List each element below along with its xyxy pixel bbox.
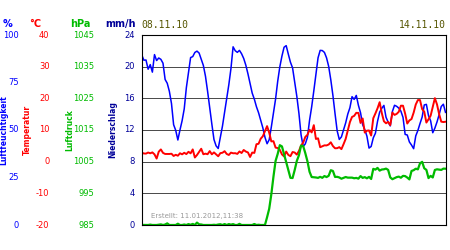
Text: %: % [2,19,12,29]
Text: 100: 100 [3,30,19,40]
Text: 0: 0 [130,220,135,230]
Text: 50: 50 [9,126,19,134]
Text: 24: 24 [125,30,135,40]
Text: 30: 30 [39,62,50,71]
Text: 10: 10 [39,126,50,134]
Text: 8: 8 [130,157,135,166]
Text: 1005: 1005 [73,157,94,166]
Text: Luftdruck: Luftdruck [65,109,74,151]
Text: -20: -20 [36,220,50,230]
Text: 08.11.10: 08.11.10 [142,20,189,30]
Text: 1015: 1015 [73,126,94,134]
Text: 995: 995 [79,189,94,198]
Text: Luftfeuchtigkeit: Luftfeuchtigkeit [0,95,8,165]
Text: 4: 4 [130,189,135,198]
Text: °C: °C [29,19,41,29]
Text: 12: 12 [125,126,135,134]
Text: 16: 16 [124,94,135,103]
Text: 14.11.10: 14.11.10 [399,20,446,30]
Text: 1045: 1045 [73,30,94,40]
Text: 75: 75 [8,78,19,87]
Text: 0: 0 [14,220,19,230]
Text: 25: 25 [9,173,19,182]
Text: mm/h: mm/h [106,19,136,29]
Text: 20: 20 [39,94,50,103]
Text: 20: 20 [125,62,135,71]
Text: hPa: hPa [70,19,90,29]
Text: 985: 985 [79,220,94,230]
Text: 1035: 1035 [73,62,94,71]
Text: Niederschlag: Niederschlag [108,102,117,158]
Text: 40: 40 [39,30,50,40]
Text: 1025: 1025 [73,94,94,103]
Text: 0: 0 [44,157,50,166]
Text: Erstellt: 11.01.2012,11:38: Erstellt: 11.01.2012,11:38 [151,213,243,219]
Text: -10: -10 [36,189,50,198]
Text: Temperatur: Temperatur [22,105,32,155]
